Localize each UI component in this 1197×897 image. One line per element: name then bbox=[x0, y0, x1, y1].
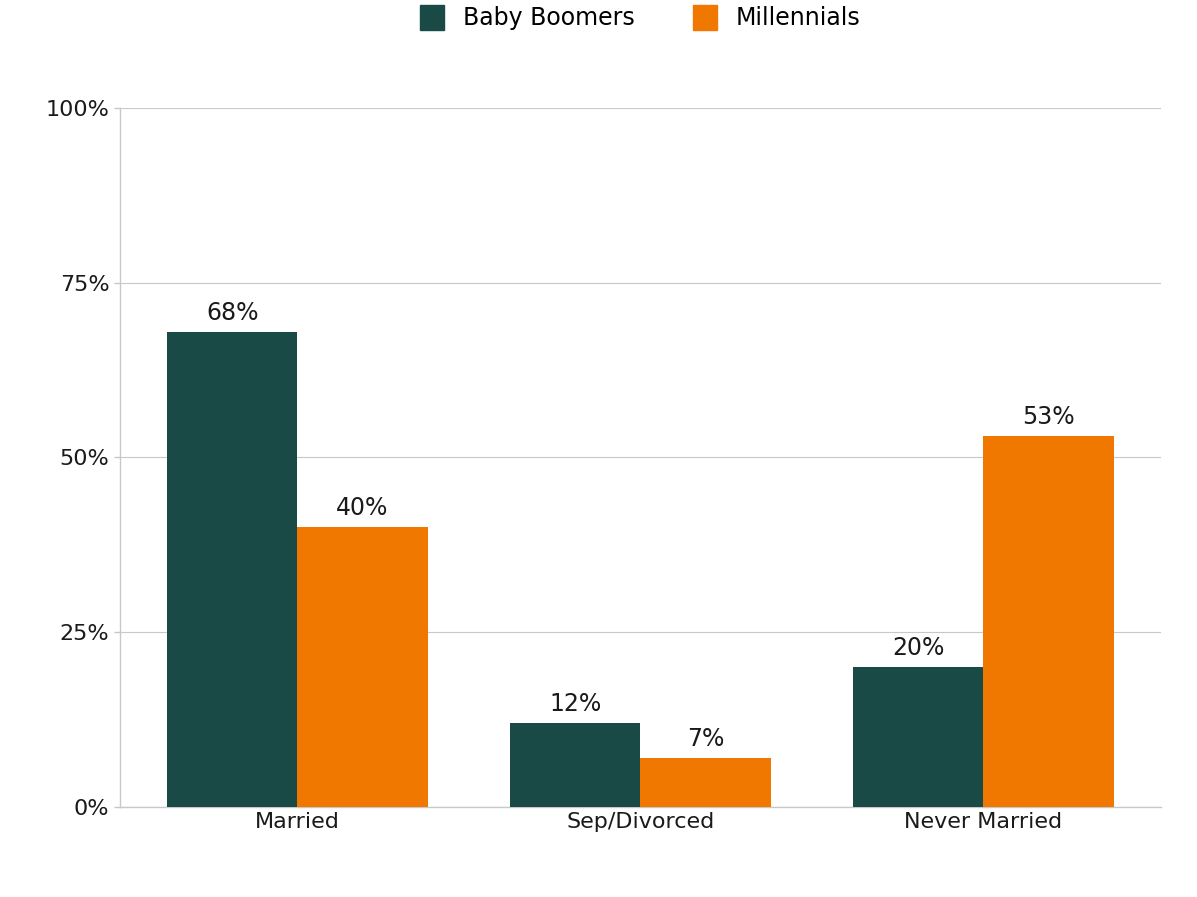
Text: 20%: 20% bbox=[892, 636, 944, 660]
Text: 53%: 53% bbox=[1022, 405, 1075, 430]
Bar bbox=[984, 437, 1113, 807]
Bar bbox=[297, 527, 427, 807]
Bar bbox=[510, 723, 640, 807]
Bar bbox=[168, 332, 297, 807]
Bar bbox=[640, 758, 771, 807]
Text: 40%: 40% bbox=[336, 496, 389, 520]
Text: 68%: 68% bbox=[206, 300, 259, 325]
Text: 12%: 12% bbox=[549, 692, 601, 717]
Bar bbox=[853, 667, 984, 807]
Text: 7%: 7% bbox=[687, 727, 724, 752]
Legend: Baby Boomers, Millennials: Baby Boomers, Millennials bbox=[408, 0, 873, 42]
